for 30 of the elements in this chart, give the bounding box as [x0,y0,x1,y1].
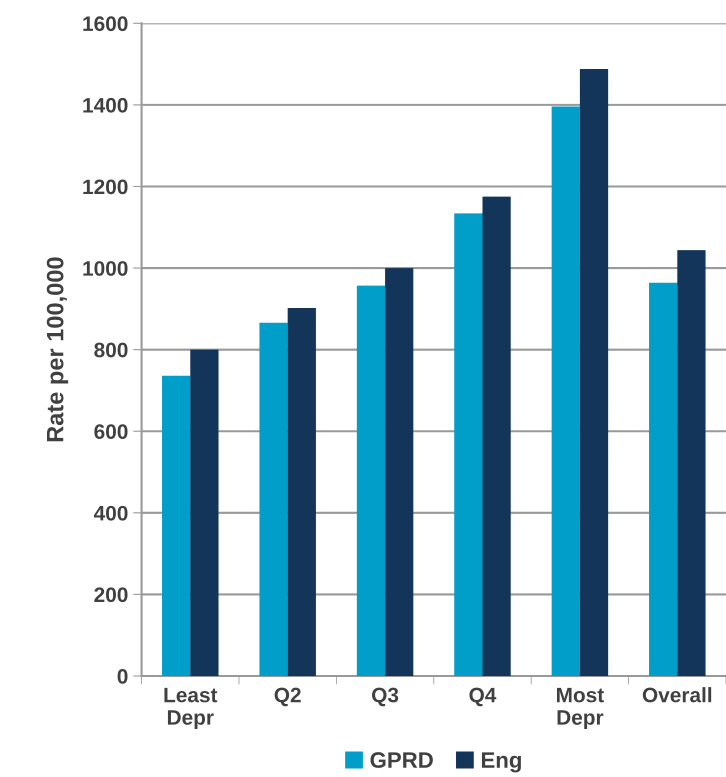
legend-label: Eng [482,752,521,772]
y-tick-label: 1400 [83,98,128,113]
bar [552,106,580,676]
x-tick-label: Least Depr [164,688,218,729]
y-tick-label: 200 [94,587,128,602]
bar [580,69,608,676]
bar [288,308,316,676]
y-tick-label: 800 [94,342,128,358]
bar [482,196,511,676]
y-tick-label: 1000 [83,261,128,276]
bar [259,322,288,676]
x-tick-label: Q4 [469,688,496,706]
x-tick-label: Q3 [372,688,398,706]
y-tick-label: 600 [94,424,128,439]
bar [190,350,219,676]
x-tick-label: Q2 [274,688,301,706]
bar [385,268,414,676]
y-tick-label: 1200 [83,179,128,194]
x-tick-label: Overall [642,687,712,702]
bar [454,213,482,676]
x-tick-label: Most Depr [556,688,604,729]
y-tick-label: 400 [94,506,128,521]
y-tick-label: 0 [118,668,128,684]
bar [356,286,386,676]
y-axis-title: Rate per 100,000 [46,257,68,442]
bar [649,282,678,676]
legend-label: GPRD [370,752,433,768]
y-tick-label: 1600 [83,16,128,32]
bar [677,250,706,676]
bar [162,376,190,676]
